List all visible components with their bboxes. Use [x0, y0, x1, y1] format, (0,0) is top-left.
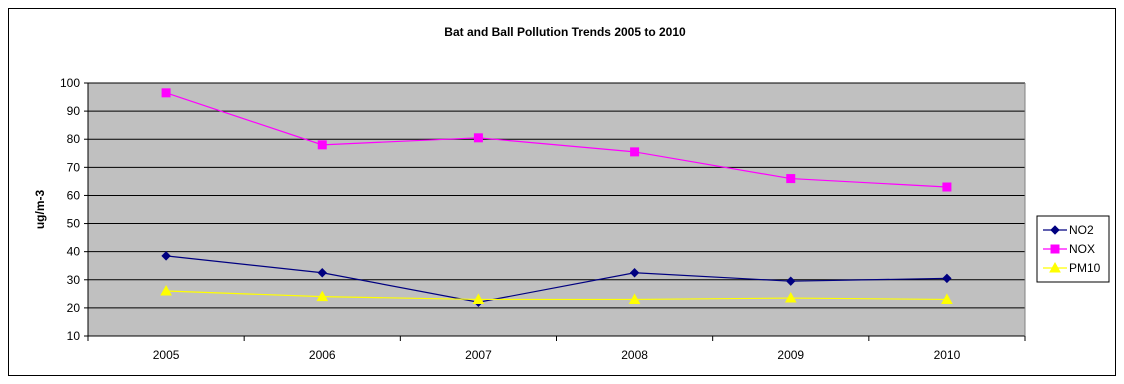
data-point-pm10 — [784, 292, 797, 303]
x-tick-label: 2009 — [777, 348, 804, 362]
data-point-pm10 — [941, 293, 953, 304]
data-point-nox — [630, 147, 640, 157]
legend-item-pm10: PM10 — [1043, 261, 1101, 275]
y-tick-label: 100 — [60, 76, 80, 90]
y-tick-label: 70 — [67, 160, 81, 174]
x-tick-label: 2008 — [621, 348, 648, 362]
data-point-pm10 — [628, 293, 641, 304]
y-tick-label: 80 — [67, 132, 81, 146]
series-line-pm10 — [166, 290, 947, 301]
data-point-nox — [317, 140, 327, 150]
y-tick-label: 10 — [67, 329, 81, 343]
series-pm10 — [160, 284, 953, 304]
series-line-no2 — [166, 255, 947, 303]
legend-item-no2: NO2 — [1043, 223, 1094, 237]
series-nox — [161, 88, 952, 192]
x-tick-label: 2007 — [465, 348, 492, 362]
y-axis-label: ug/m-3 — [33, 190, 47, 230]
series-no2 — [161, 251, 952, 307]
legend: NO2 NOX PM10 — [1036, 215, 1110, 283]
y-tick-label: 30 — [67, 273, 81, 287]
data-point-no2 — [786, 276, 796, 286]
data-point-nox — [473, 133, 483, 143]
x-tick-label: 2005 — [153, 348, 180, 362]
legend-marker-nox — [1050, 244, 1060, 254]
data-point-nox — [786, 174, 796, 184]
data-point-nox — [161, 88, 171, 98]
data-point-pm10 — [316, 290, 329, 302]
legend-label-pm10: PM10 — [1069, 261, 1101, 275]
legend-marker-no2 — [1050, 225, 1060, 235]
x-tick-label: 2006 — [309, 348, 336, 362]
y-tick-label: 40 — [67, 245, 81, 259]
legend-label-nox: NOX — [1069, 242, 1095, 256]
x-tick-label: 2010 — [934, 348, 961, 362]
data-point-pm10 — [472, 293, 485, 304]
data-point-no2 — [629, 268, 640, 278]
legend-marker-pm10 — [1049, 261, 1061, 273]
y-tick-label: 20 — [67, 301, 81, 315]
series-line-nox — [165, 92, 947, 188]
y-tick-label: 90 — [67, 104, 81, 118]
data-point-no2 — [942, 273, 952, 284]
y-tick-label: 50 — [67, 217, 81, 231]
data-point-no2 — [317, 268, 327, 278]
plot-area — [88, 83, 1025, 336]
data-point-pm10 — [160, 284, 172, 296]
legend-label-no2: NO2 — [1069, 223, 1094, 237]
data-point-no2 — [161, 251, 171, 261]
y-tick-label: 60 — [67, 188, 81, 202]
chart-title: Bat and Ball Pollution Trends 2005 to 20… — [444, 25, 686, 39]
legend-item-nox: NOX — [1043, 242, 1095, 256]
data-point-nox — [942, 182, 952, 192]
